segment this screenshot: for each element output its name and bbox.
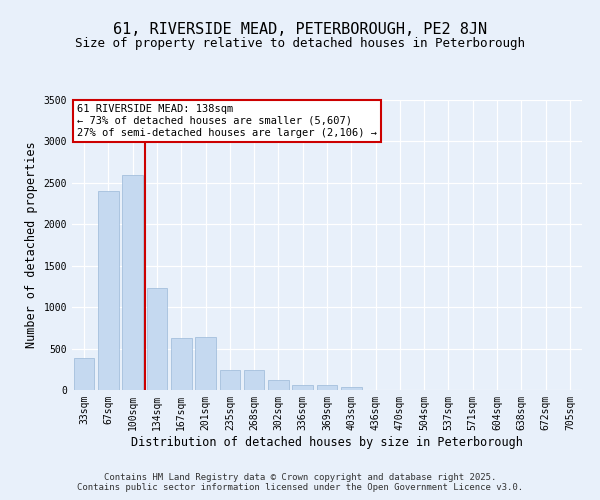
Bar [74,358,94,390]
Bar [171,338,191,390]
X-axis label: Distribution of detached houses by size in Peterborough: Distribution of detached houses by size … [131,436,523,448]
Bar [220,370,240,390]
Text: 61 RIVERSIDE MEAD: 138sqm
← 73% of detached houses are smaller (5,607)
27% of se: 61 RIVERSIDE MEAD: 138sqm ← 73% of detac… [77,104,377,138]
Text: Size of property relative to detached houses in Peterborough: Size of property relative to detached ho… [75,38,525,51]
Text: 61, RIVERSIDE MEAD, PETERBOROUGH, PE2 8JN: 61, RIVERSIDE MEAD, PETERBOROUGH, PE2 8J… [113,22,487,38]
Bar [146,288,167,390]
Bar [268,380,289,390]
Bar [341,386,362,390]
Bar [122,174,143,390]
Bar [317,386,337,390]
Bar [195,337,216,390]
Bar [98,191,119,390]
Text: Contains HM Land Registry data © Crown copyright and database right 2025.
Contai: Contains HM Land Registry data © Crown c… [77,473,523,492]
Y-axis label: Number of detached properties: Number of detached properties [25,142,38,348]
Bar [244,370,265,390]
Bar [292,385,313,390]
